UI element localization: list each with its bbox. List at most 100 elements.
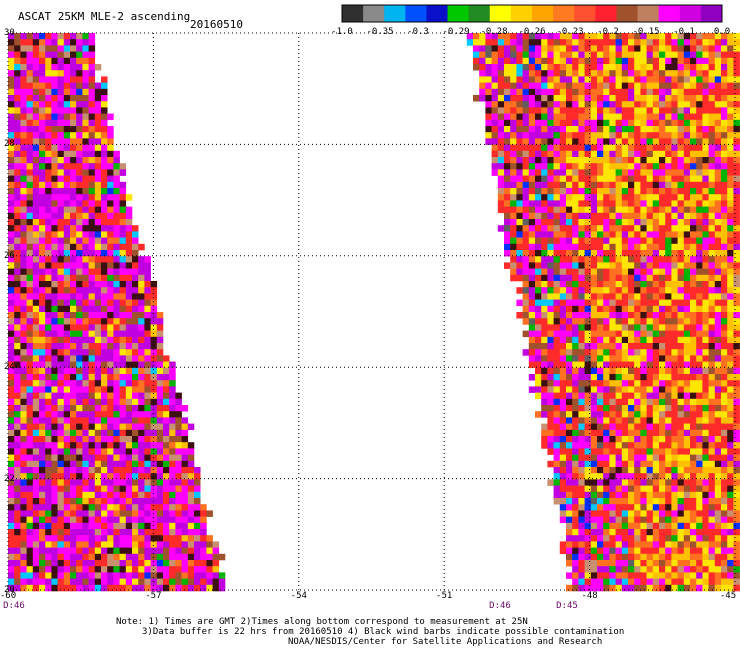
swath-cell bbox=[671, 516, 678, 524]
swath-cell bbox=[671, 541, 678, 548]
swath-cell bbox=[634, 535, 641, 542]
swath-cell bbox=[485, 107, 492, 114]
swath-cell bbox=[597, 460, 604, 468]
swath-cell bbox=[559, 82, 567, 90]
swath-cell bbox=[683, 150, 691, 158]
swath-cell bbox=[20, 76, 27, 83]
swath-cell bbox=[646, 336, 654, 344]
swath-cell bbox=[51, 101, 58, 108]
swath-cell bbox=[696, 57, 703, 65]
swath-cell bbox=[677, 442, 685, 449]
swath-cell bbox=[144, 268, 151, 276]
swath-cell bbox=[194, 541, 201, 548]
swath-cell bbox=[566, 243, 573, 251]
swath-cell bbox=[175, 473, 182, 480]
swath-cell bbox=[702, 144, 709, 152]
swath-cell bbox=[94, 225, 102, 232]
swath-cell bbox=[665, 293, 672, 300]
swath-cell bbox=[683, 473, 691, 480]
swath-cell bbox=[702, 101, 709, 108]
swath-cell bbox=[714, 70, 722, 77]
swath-cell bbox=[702, 51, 709, 59]
swath-cell bbox=[690, 491, 697, 499]
swath-cell bbox=[702, 374, 709, 381]
swath-cell bbox=[45, 206, 52, 214]
swath-cell bbox=[572, 361, 579, 369]
swath-cell bbox=[652, 305, 660, 313]
swath-cell bbox=[94, 442, 102, 449]
swath-cell bbox=[516, 126, 523, 133]
swath-cell bbox=[39, 243, 46, 251]
swath-cell bbox=[578, 274, 585, 282]
swath-cell bbox=[132, 454, 139, 462]
swath-cell bbox=[696, 39, 703, 46]
swath-cell bbox=[634, 305, 641, 313]
swath-cell bbox=[522, 318, 530, 325]
swath-cell bbox=[181, 442, 189, 449]
swath-cell bbox=[541, 188, 548, 195]
swath-cell bbox=[727, 485, 734, 493]
swath-cell bbox=[20, 504, 27, 511]
swath-cell bbox=[541, 150, 548, 158]
swath-cell bbox=[733, 175, 740, 183]
swath-cell bbox=[553, 51, 561, 59]
swath-cell bbox=[690, 82, 697, 90]
swath-cell bbox=[559, 386, 567, 393]
swath-cell bbox=[138, 274, 145, 282]
swath-cell bbox=[628, 411, 635, 418]
swath-cell bbox=[628, 45, 635, 52]
swath-cell bbox=[665, 541, 672, 548]
swath-cell bbox=[510, 212, 517, 220]
swath-cell bbox=[70, 281, 77, 288]
swath-cell bbox=[535, 169, 542, 176]
swath-cell bbox=[553, 132, 561, 139]
swath-cell bbox=[696, 225, 703, 232]
swath-cell bbox=[51, 219, 58, 226]
swath-cell bbox=[590, 101, 598, 108]
swath-cell bbox=[566, 367, 573, 375]
swath-cell bbox=[63, 479, 71, 486]
swath-cell bbox=[39, 212, 46, 220]
swath-cell bbox=[696, 529, 703, 536]
swath-cell bbox=[541, 181, 548, 189]
swath-cell bbox=[690, 318, 697, 325]
swath-cell bbox=[39, 126, 46, 133]
swath-cell bbox=[194, 498, 201, 505]
swath-cell bbox=[665, 411, 672, 418]
swath-cell bbox=[82, 479, 89, 486]
swath-cell bbox=[51, 157, 58, 164]
swath-cell bbox=[578, 541, 585, 548]
swath-cell bbox=[175, 429, 182, 437]
swath-cell bbox=[8, 318, 15, 325]
swath-cell bbox=[194, 485, 201, 493]
swath-cell bbox=[553, 423, 561, 431]
swath-cell bbox=[721, 411, 728, 418]
swath-cell bbox=[721, 522, 728, 530]
swath-cell bbox=[721, 504, 728, 511]
swath-cell bbox=[51, 386, 58, 393]
swath-cell bbox=[88, 510, 96, 517]
swath-cell bbox=[535, 268, 542, 276]
swath-cell bbox=[559, 541, 567, 548]
swath-cell bbox=[665, 281, 672, 288]
swath-cell bbox=[584, 312, 592, 319]
swath-cell bbox=[101, 374, 108, 381]
swath-cell bbox=[696, 76, 703, 83]
swath-cell bbox=[727, 212, 734, 220]
swath-cell bbox=[20, 485, 27, 493]
swath-cell bbox=[702, 138, 709, 145]
swath-cell bbox=[39, 460, 46, 468]
swath-cell bbox=[32, 126, 40, 133]
swath-cell bbox=[504, 181, 511, 189]
swath-cell bbox=[634, 460, 641, 468]
swath-cell bbox=[683, 51, 691, 59]
swath-cell bbox=[603, 212, 610, 220]
swath-cell bbox=[634, 491, 641, 499]
swath-cell bbox=[652, 200, 660, 207]
swath-cell bbox=[714, 76, 722, 83]
swath-cell bbox=[702, 231, 709, 238]
swath-cell bbox=[603, 504, 610, 511]
swath-cell bbox=[113, 423, 120, 431]
swath-cell bbox=[187, 498, 195, 505]
swath-cell bbox=[696, 479, 703, 486]
